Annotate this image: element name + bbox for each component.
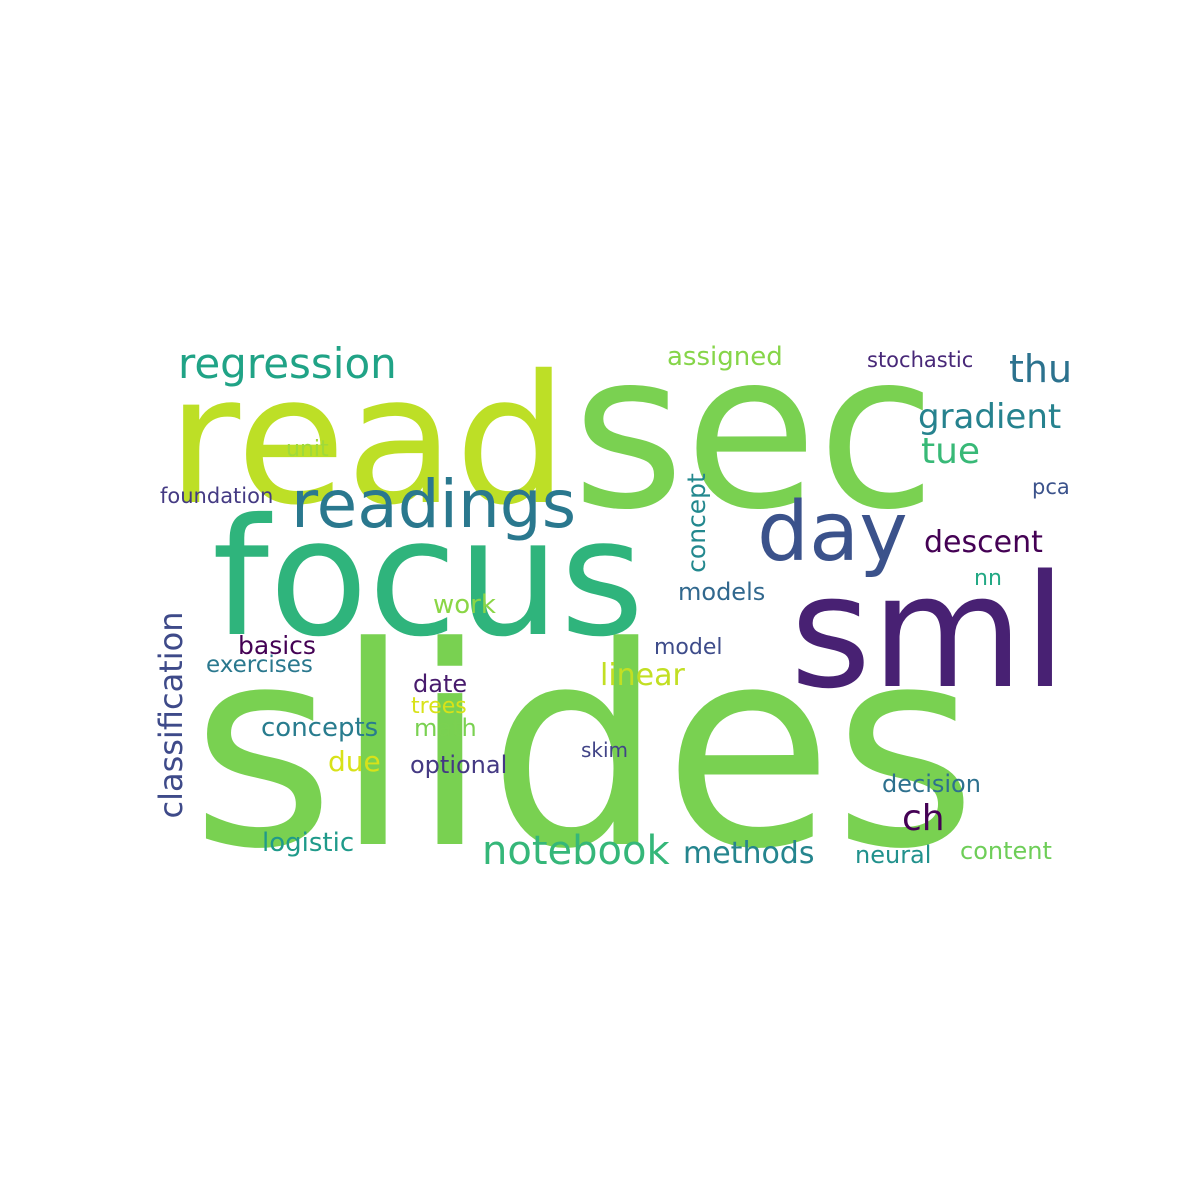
word-unit: unit (286, 437, 329, 462)
word-linear: linear (600, 658, 685, 693)
word-foundation: foundation (160, 484, 274, 508)
word-descent: descent (924, 525, 1043, 560)
word-tue: tue (921, 431, 981, 472)
word-decision: decision (882, 770, 981, 798)
word-methods: methods (683, 836, 815, 871)
word-focus: focus (212, 485, 645, 673)
word-basics: basics (238, 631, 316, 660)
word-models: models (678, 578, 766, 606)
word-model: model (654, 635, 723, 660)
word-notebook: notebook (482, 828, 670, 874)
word-logistic: logistic (262, 828, 355, 858)
word-date: date (413, 670, 468, 698)
word-classification: classification (152, 611, 190, 819)
word-optional: optional (410, 751, 508, 779)
word-exercises: exercises (206, 652, 313, 678)
word-concept: concept (682, 473, 711, 573)
word-readings: readings (291, 466, 577, 543)
word-thu: thu (1009, 347, 1073, 391)
word-math: math (414, 714, 477, 742)
word-sec: sec (572, 306, 937, 557)
word-pca: pca (1032, 475, 1070, 499)
word-gradient: gradient (918, 397, 1062, 437)
word-regression: regression (178, 339, 397, 388)
word-slides: slides (191, 589, 977, 910)
word-stochastic: stochastic (867, 348, 974, 372)
word-read: read (167, 337, 568, 544)
word-trees: trees (411, 694, 467, 719)
word-nn: nn (974, 566, 1002, 591)
word-due: due (328, 745, 381, 778)
word-work: work (433, 590, 496, 620)
word-neural: neural (855, 841, 932, 869)
word-day: day (757, 485, 908, 580)
word-skim: skim (581, 738, 629, 762)
word-concepts: concepts (261, 713, 379, 743)
word-ch: ch (902, 798, 945, 839)
word-content: content (960, 837, 1052, 865)
word-sml: sml (790, 541, 1067, 723)
word-assigned: assigned (667, 342, 783, 372)
